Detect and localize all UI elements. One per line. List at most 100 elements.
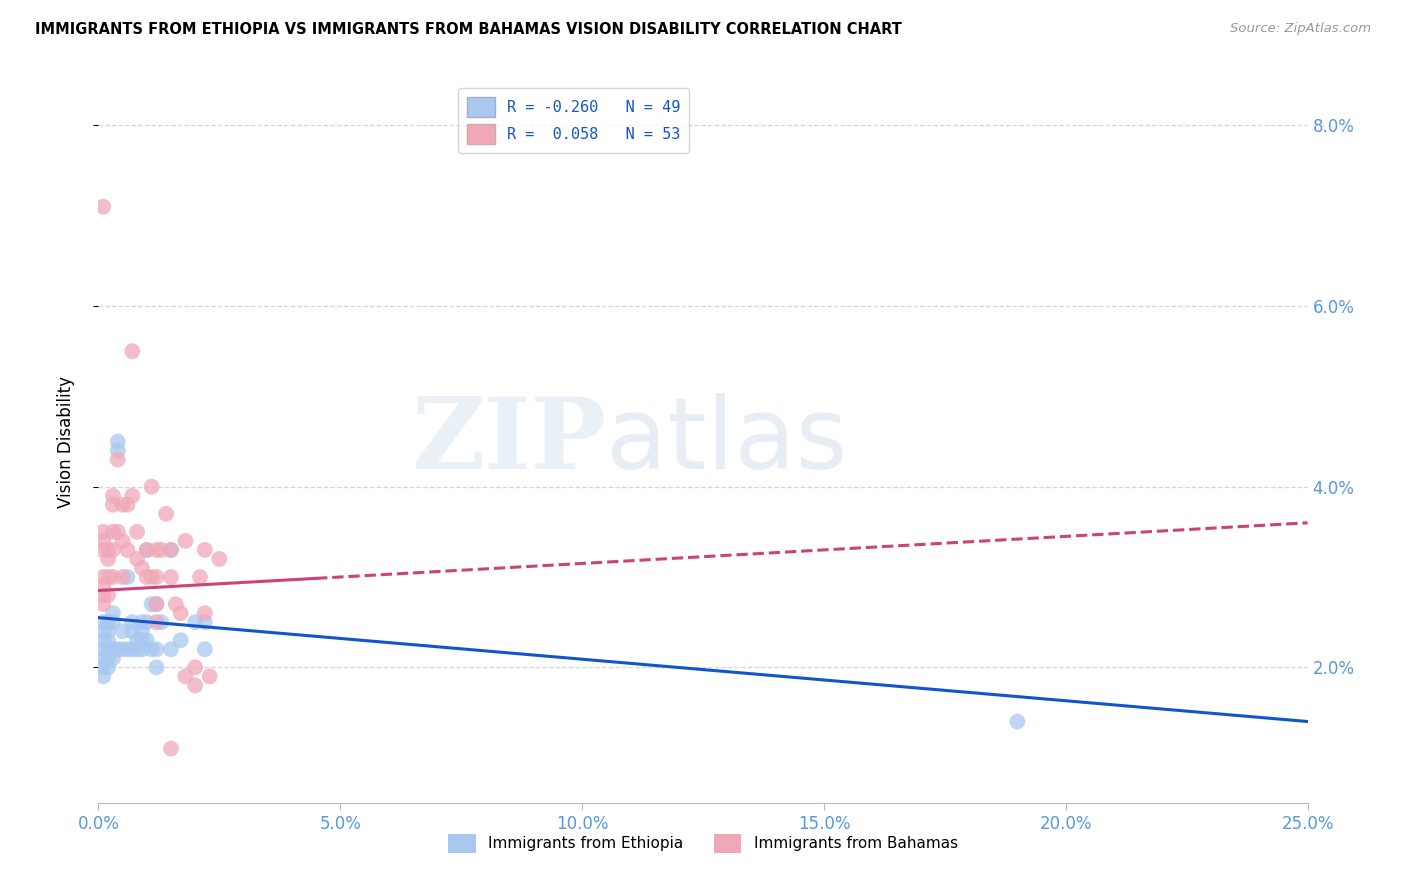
Point: [101, 524, 124, 539]
Point: [117, 642, 139, 657]
Point: [141, 597, 163, 611]
Point: [91, 660, 114, 674]
Point: [145, 615, 167, 630]
Point: [131, 633, 153, 648]
Point: [91, 651, 114, 665]
Point: [117, 542, 139, 557]
Point: [91, 542, 114, 557]
Point: [127, 524, 149, 539]
Point: [131, 624, 153, 639]
Point: [91, 597, 114, 611]
Point: [107, 452, 129, 467]
Point: [111, 642, 134, 657]
Text: ZIP: ZIP: [412, 393, 606, 490]
Point: [174, 533, 197, 548]
Point: [194, 542, 217, 557]
Point: [160, 542, 183, 557]
Point: [91, 642, 114, 657]
Point: [127, 633, 149, 648]
Point: [111, 624, 134, 639]
Point: [145, 570, 167, 584]
Point: [101, 489, 124, 503]
Point: [121, 615, 143, 630]
Point: [127, 642, 149, 657]
Point: [91, 570, 114, 584]
Point: [135, 615, 157, 630]
Point: [208, 552, 231, 566]
Point: [150, 542, 173, 557]
Point: [121, 489, 143, 503]
Point: [91, 579, 114, 593]
Point: [141, 642, 163, 657]
Point: [135, 542, 157, 557]
Point: [101, 606, 124, 620]
Point: [101, 651, 124, 665]
Point: [101, 542, 124, 557]
Point: [194, 615, 217, 630]
Point: [155, 507, 177, 521]
Point: [141, 480, 163, 494]
Point: [91, 669, 114, 683]
Point: [169, 633, 191, 648]
Point: [145, 542, 167, 557]
Point: [145, 597, 167, 611]
Point: [121, 624, 143, 639]
Point: [121, 642, 143, 657]
Point: [91, 615, 114, 630]
Point: [194, 642, 217, 657]
Point: [184, 615, 207, 630]
Point: [131, 561, 153, 575]
Point: [91, 624, 114, 639]
Point: [194, 606, 217, 620]
Point: [145, 597, 167, 611]
Y-axis label: Vision Disability: Vision Disability: [56, 376, 75, 508]
Point: [131, 615, 153, 630]
Point: [160, 741, 183, 756]
Point: [131, 642, 153, 657]
Point: [97, 552, 120, 566]
Point: [121, 344, 143, 359]
Point: [97, 570, 120, 584]
Point: [91, 633, 114, 648]
Point: [107, 524, 129, 539]
Point: [97, 624, 120, 639]
Point: [169, 606, 191, 620]
Point: [111, 570, 134, 584]
Point: [97, 615, 120, 630]
Point: [101, 570, 124, 584]
Point: [188, 570, 211, 584]
Point: [101, 642, 124, 657]
Point: [141, 570, 163, 584]
Point: [160, 570, 183, 584]
Point: [101, 498, 124, 512]
Text: Source: ZipAtlas.com: Source: ZipAtlas.com: [1230, 22, 1371, 36]
Point: [107, 642, 129, 657]
Point: [97, 542, 120, 557]
Point: [91, 524, 114, 539]
Point: [101, 615, 124, 630]
Point: [127, 552, 149, 566]
Point: [174, 669, 197, 683]
Point: [117, 570, 139, 584]
Point: [91, 533, 114, 548]
Point: [97, 660, 120, 674]
Point: [91, 200, 114, 214]
Text: IMMIGRANTS FROM ETHIOPIA VS IMMIGRANTS FROM BAHAMAS VISION DISABILITY CORRELATIO: IMMIGRANTS FROM ETHIOPIA VS IMMIGRANTS F…: [35, 22, 903, 37]
Point: [160, 642, 183, 657]
Point: [160, 542, 183, 557]
Point: [165, 597, 187, 611]
Point: [135, 542, 157, 557]
Point: [145, 642, 167, 657]
Point: [145, 660, 167, 674]
Legend: Immigrants from Ethiopia, Immigrants from Bahamas: Immigrants from Ethiopia, Immigrants fro…: [440, 826, 966, 860]
Point: [97, 588, 120, 602]
Point: [91, 588, 114, 602]
Point: [184, 660, 207, 674]
Point: [135, 633, 157, 648]
Point: [107, 443, 129, 458]
Point: [97, 642, 120, 657]
Point: [97, 651, 120, 665]
Point: [107, 434, 129, 449]
Point: [117, 498, 139, 512]
Point: [184, 678, 207, 692]
